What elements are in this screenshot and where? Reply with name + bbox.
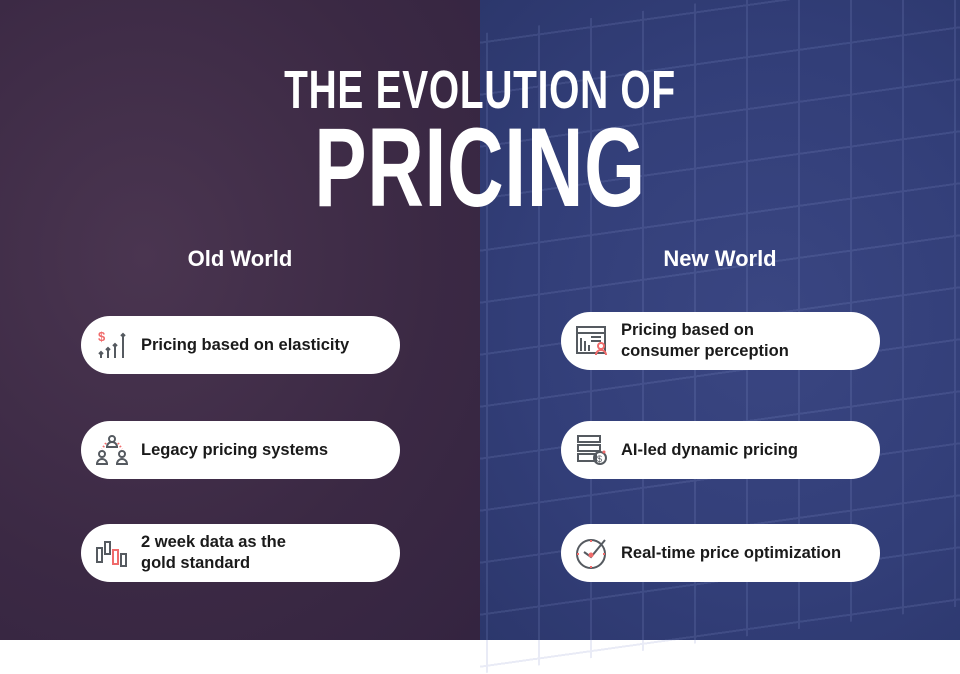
old-item-elasticity: $ Pricing based on elasticity bbox=[81, 316, 400, 374]
dollar-arrows-up-icon: $ bbox=[98, 329, 126, 358]
new-world-heading: New World bbox=[663, 246, 777, 271]
new-item-ai-dynamic: $ AI-led dynamic pricing bbox=[561, 421, 880, 479]
item-label: AI-led dynamic pricing bbox=[621, 440, 798, 459]
report-user-icon bbox=[576, 326, 607, 356]
svg-text:$: $ bbox=[98, 329, 106, 344]
item-label: 2 week data as the gold standard bbox=[141, 533, 286, 572]
old-world-heading: Old World bbox=[187, 246, 293, 271]
svg-text:$: $ bbox=[597, 454, 602, 464]
title-line2: PRICING bbox=[314, 105, 646, 230]
coin-stack-dollar-icon: $ bbox=[577, 435, 607, 465]
item-label: Pricing based on elasticity bbox=[141, 335, 350, 354]
item-label: Real-time price optimization bbox=[621, 543, 842, 562]
old-item-two-week-data: 2 week data as the gold standard bbox=[81, 524, 400, 582]
people-hierarchy-icon bbox=[95, 435, 129, 465]
clock-check-icon bbox=[576, 539, 606, 569]
new-item-real-time: Real-time price optimization bbox=[561, 524, 880, 582]
new-item-consumer-perception: Pricing based on consumer perception bbox=[561, 312, 880, 370]
title-line1: THE EVOLUTION OF bbox=[284, 60, 676, 120]
old-item-legacy: Legacy pricing systems bbox=[81, 421, 400, 479]
item-label: Legacy pricing systems bbox=[141, 440, 329, 459]
candlestick-chart-icon bbox=[96, 541, 127, 567]
item-label: Pricing based on consumer perception bbox=[621, 321, 789, 360]
